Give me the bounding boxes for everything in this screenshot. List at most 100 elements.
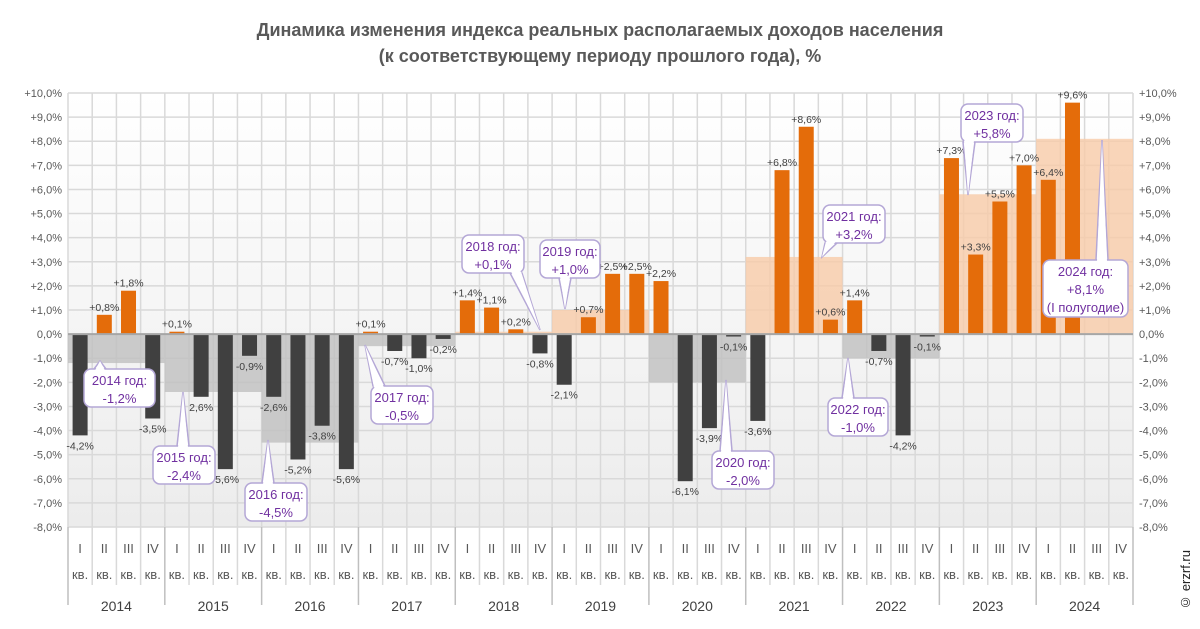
data-label: +2,2% [646,268,676,280]
y-tick-label-right: -8,0% [1139,522,1168,534]
quarter-label: II [294,541,301,556]
quarter-label: II [488,541,495,556]
quarter-label: II [198,541,205,556]
data-label: -4,2% [889,440,916,452]
y-tick-label-right: -7,0% [1139,498,1168,510]
quarter-label: III [1091,541,1102,556]
year-label: 2014 [101,598,132,614]
quarter-label: кв. [96,567,112,582]
bar [895,334,911,436]
bar [508,329,524,335]
bar [629,273,645,335]
data-label: +1,1% [477,295,507,307]
y-tick-label-left: +9,0% [31,112,63,124]
quarter-label: кв. [847,567,863,582]
data-label: +0,7% [573,304,603,316]
callout-text: 2022 год: [830,402,885,417]
quarter-label: кв. [750,567,766,582]
callout-box [827,397,889,437]
quarter-label: кв. [798,567,814,582]
callout-box [539,239,601,279]
quarter-label: кв. [895,567,911,582]
bar [992,201,1008,335]
y-tick-label-right: +9,0% [1139,112,1171,124]
data-label: +1,4% [452,287,482,299]
callout-text: 2024 год: [1058,264,1113,279]
quarter-label: IV [437,541,450,556]
bar [653,281,669,335]
quarter-label: II [778,541,785,556]
quarter-label: I [78,541,82,556]
annual-bar [358,334,456,347]
bar [290,334,306,460]
quarter-label: кв. [919,567,935,582]
quarter-label: IV [1115,541,1128,556]
quarter-label: IV [147,541,160,556]
y-tick-label-left: -6,0% [33,474,62,486]
quarter-label: III [607,541,618,556]
callout-text: 2023 год: [964,108,1019,123]
data-label: -0,2% [429,344,456,356]
annual-callout: 2023 год: +5,8% [960,103,1024,196]
quarter-label: кв. [677,567,693,582]
annual-callout: 2022 год: -1,0% [827,357,889,437]
annual-bar [842,334,940,359]
y-tick-label-left: +6,0% [31,184,63,196]
data-label: +1,8% [113,278,143,290]
year-label: 2022 [875,598,906,614]
y-tick-label-right: +4,0% [1139,233,1171,245]
callout-pointer-fill [511,271,540,330]
data-label: +2,5% [622,261,652,273]
quarter-label: III [994,541,1005,556]
quarter-label: кв. [120,567,136,582]
quarter-label: I [853,541,857,556]
quarter-label: I [659,541,663,556]
quarter-label: кв. [726,567,742,582]
quarter-label: II [972,541,979,556]
y-tick-label-left: +3,0% [31,257,63,269]
y-tick-label-left: -7,0% [33,498,62,510]
callout-pointer-fill [178,392,188,448]
callout-box [711,450,775,490]
quarter-label: кв. [411,567,427,582]
y-tick-label-right: +5,0% [1139,209,1171,221]
data-label: -3,8% [308,431,335,443]
bar [435,334,451,339]
y-tick-label-right: -4,0% [1139,426,1168,438]
y-tick-label-left: -3,0% [33,401,62,413]
callout-pointer-fill [263,440,273,485]
callout-text: +5,8% [973,126,1011,141]
bar [338,334,354,470]
y-tick-label-right: +6,0% [1139,184,1171,196]
bar [314,334,330,426]
quarter-label: II [875,541,882,556]
bar [266,334,282,397]
y-tick-label-right: +1,0% [1139,305,1171,317]
data-label: -0,8% [526,358,553,370]
quarter-label: кв. [483,567,499,582]
callout-text: +3,2% [835,227,873,242]
bar [943,158,959,335]
y-tick-label-right: +10,0% [1139,88,1177,100]
bar [847,300,863,335]
quarter-label: II [391,541,398,556]
data-label: +2,5% [598,261,628,273]
quarter-label: кв. [338,567,354,582]
bar [217,334,233,470]
callout-pointer-fill [1097,140,1107,262]
quarter-label: I [272,541,276,556]
callout-text: -0,5% [385,408,419,423]
quarter-label: кв. [72,567,88,582]
y-tick-label-left: 0,0% [37,329,62,341]
quarter-label: кв. [629,567,645,582]
data-label: -2,6% [260,402,287,414]
bar [459,300,475,335]
bar [677,334,693,482]
data-label: -5,2% [284,464,311,476]
bar [726,334,742,337]
callout-box [960,103,1024,143]
y-tick-label-right: -3,0% [1139,401,1168,413]
callout-box [1042,259,1129,318]
annual-callout: 2021 год: +3,2% [820,204,886,260]
data-label: +3,3% [961,242,991,254]
